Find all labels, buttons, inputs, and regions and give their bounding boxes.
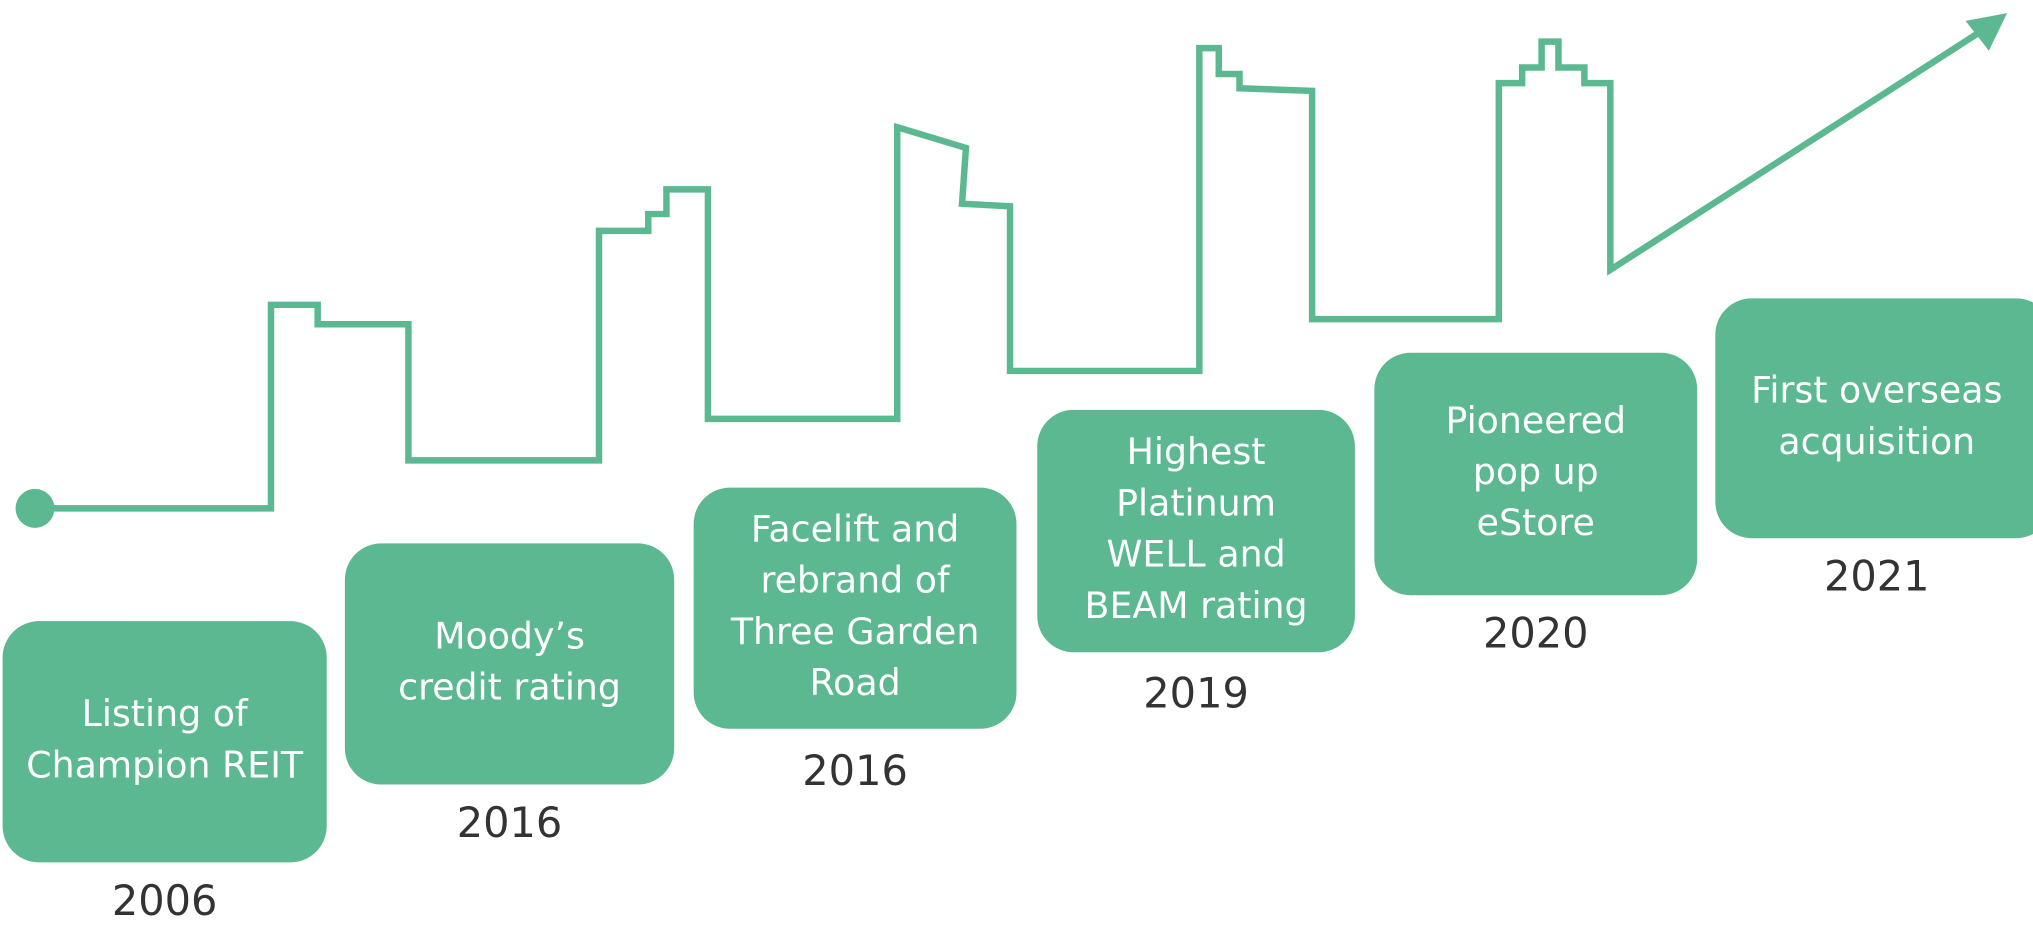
milestone-box: [1037, 409, 1355, 653]
milestone-label: BEAM rating: [1085, 584, 1308, 627]
milestone-label: Moody’s: [434, 614, 585, 657]
milestone-label: Facelift and: [751, 507, 959, 550]
milestone-label: Listing of: [82, 692, 249, 735]
milestone-label: Road: [810, 661, 901, 704]
milestone-label: acquisition: [1778, 420, 1975, 463]
milestone-label: pop up: [1473, 450, 1599, 493]
milestone-box: [1715, 298, 2033, 539]
milestone-label: Platinum: [1116, 481, 1276, 524]
start-dot: [15, 488, 55, 528]
milestone-year: 2020: [1483, 609, 1589, 658]
milestone-box: [1374, 352, 1698, 596]
milestone-box: [344, 543, 675, 785]
milestone-label: Three Garden: [730, 610, 980, 653]
milestone-year: 2021: [1824, 552, 1930, 601]
milestone-year: 2019: [1143, 668, 1249, 717]
milestone-label: WELL and: [1107, 533, 1286, 576]
milestone-year: 2006: [112, 876, 218, 925]
milestone-label: rebrand of: [760, 559, 950, 602]
milestone-label: Pioneered: [1445, 399, 1626, 442]
milestone-label: eStore: [1477, 501, 1595, 544]
milestone-label: Highest: [1127, 430, 1266, 473]
milestone-label: First overseas: [1751, 369, 2002, 412]
milestone-label: Champion REIT: [26, 743, 304, 786]
milestone-box: [693, 487, 1017, 729]
skyline: [35, 28, 1983, 512]
milestone-box: [2, 621, 327, 863]
milestone-label: credit rating: [398, 666, 621, 709]
milestone-year: 2016: [457, 798, 563, 847]
milestone-year: 2016: [802, 746, 908, 795]
arrow-head: [1965, 13, 2008, 51]
